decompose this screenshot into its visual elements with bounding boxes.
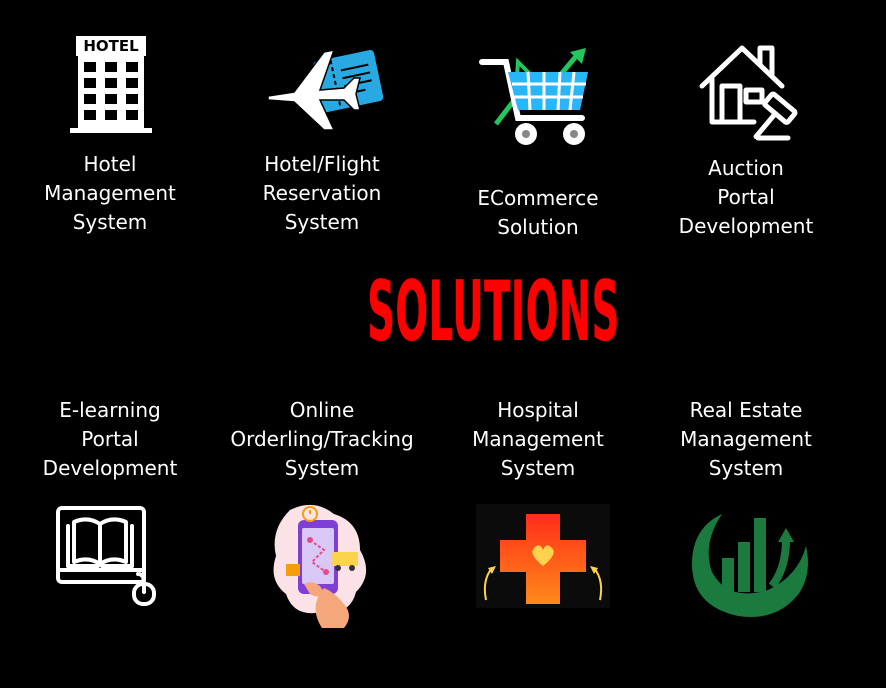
solution-label-hospital-management: Hospital Management System: [472, 398, 604, 480]
solution-label-hotel-management: Hotel Management System: [44, 152, 176, 234]
shopping-cart-icon: [478, 48, 594, 150]
medical-cross-heart-icon: [476, 504, 610, 608]
phone-delivery-tracking-icon: [264, 500, 376, 630]
auction-house-gavel-icon: [698, 42, 802, 146]
hotel-sign-text: HOTEL: [83, 37, 139, 55]
hotel-building-icon: HOTEL: [68, 34, 154, 134]
real-estate-growth-icon: [688, 506, 812, 622]
solution-label-elearning-portal: E-learning Portal Development: [42, 398, 178, 480]
solution-label-hotel-flight-reservation: Hotel/Flight Reservation System: [262, 152, 382, 234]
airplane-ticket-icon: [264, 44, 388, 136]
solution-label-online-ordering-tracking: Online Orderling/Tracking System: [230, 398, 414, 480]
book-monitor-mouse-icon: [54, 504, 160, 606]
solution-label-real-estate-management: Real Estate Management System: [680, 398, 812, 480]
solution-label-ecommerce: ECommerce Solution: [477, 186, 599, 239]
solutions-heading: SOLUTIONS: [367, 263, 620, 361]
solution-label-auction-portal: Auction Portal Development: [678, 156, 814, 238]
